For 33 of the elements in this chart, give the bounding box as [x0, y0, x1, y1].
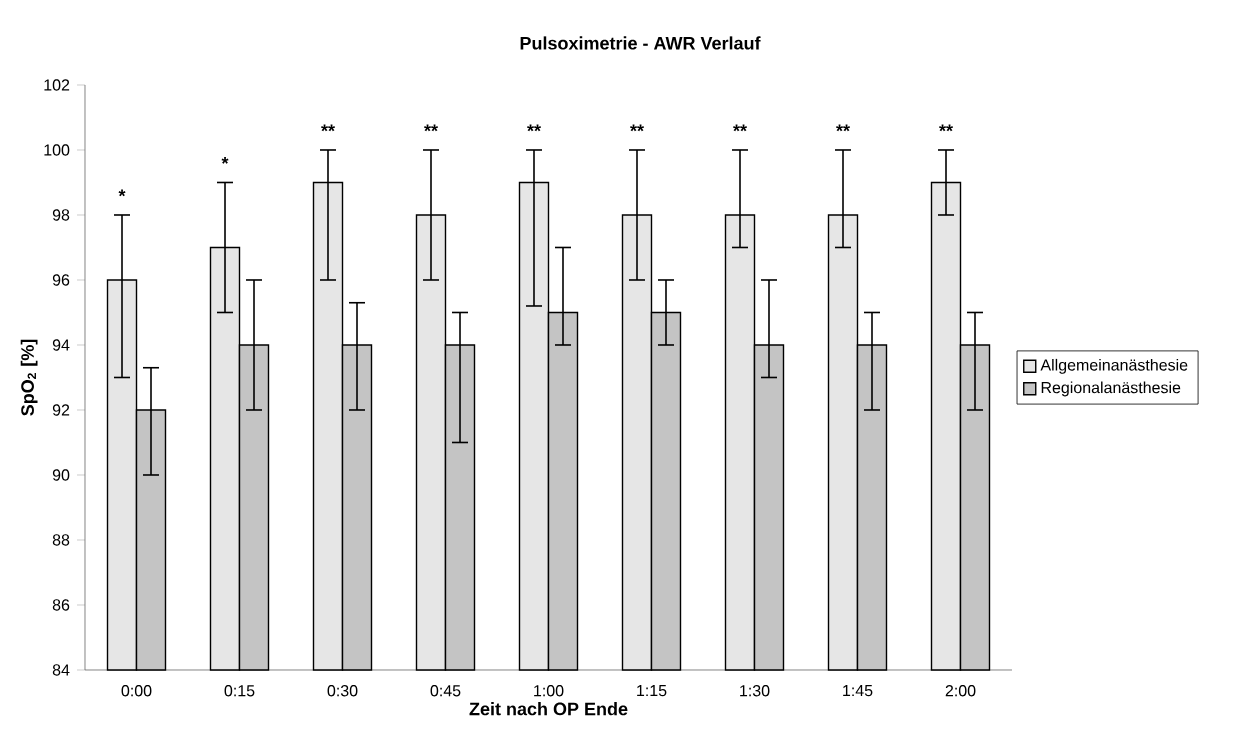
x-tick-label: 0:30	[327, 685, 358, 697]
annotation: **	[836, 124, 850, 132]
annotation: **	[733, 124, 747, 132]
x-tick-label: 0:45	[430, 685, 461, 697]
annotation: *	[221, 157, 229, 164]
x-tick-label: 0:00	[121, 685, 152, 697]
y-tick-label: 94	[52, 339, 70, 351]
x-tick-label: 1:45	[843, 685, 873, 697]
x-tick-label: 2:00	[945, 685, 976, 697]
x-tick-label: 1:30	[740, 685, 770, 697]
annotation: **	[527, 124, 541, 132]
y-tick-label: 102	[44, 79, 70, 91]
y-tick-label: 98	[52, 209, 70, 221]
x-axis-title: Zeit nach OP Ende	[469, 702, 628, 716]
chart-title: Pulsoximetrie - AWR Verlauf	[520, 36, 761, 50]
annotation: **	[321, 124, 335, 132]
x-tick-label: 1:15	[637, 685, 667, 697]
y-tick-label: 88	[52, 534, 70, 546]
y-tick-label: 100	[44, 144, 70, 156]
x-tick-label: 0:15	[224, 685, 255, 697]
annotation: *	[118, 189, 126, 197]
y-tick-label: 84	[52, 664, 70, 676]
y-tick-label: 92	[52, 404, 70, 416]
annotation: **	[424, 124, 438, 132]
y-tick-label: 96	[52, 274, 70, 286]
y-axis-title: SpO$_{2}$ [%]	[20, 339, 38, 416]
legend-label: Allgemeinanästhesie	[1040, 358, 1188, 374]
annotation: **	[939, 124, 953, 132]
annotation: **	[630, 124, 644, 132]
y-tick-label: 86	[52, 599, 70, 611]
legend-label: Regionalanästhesie	[1041, 381, 1181, 397]
x-tick-label: 1:00	[534, 685, 564, 697]
y-tick-label: 90	[52, 469, 70, 481]
